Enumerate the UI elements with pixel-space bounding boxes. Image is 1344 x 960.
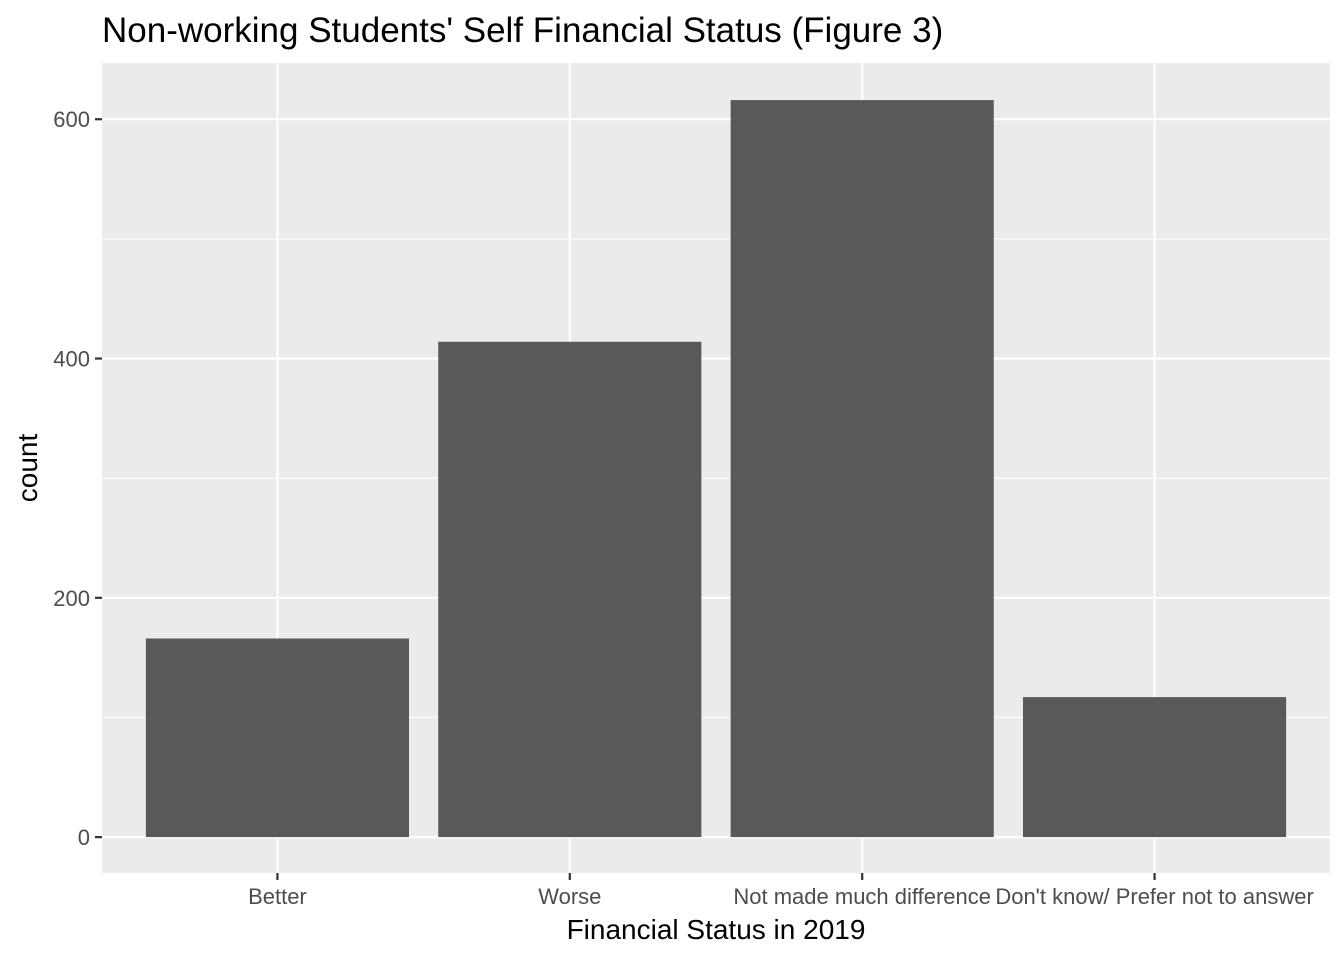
y-tick-label: 0 — [78, 825, 90, 850]
x-tick-label: Don't know/ Prefer not to answer — [995, 884, 1313, 909]
y-tick-label: 600 — [53, 107, 90, 132]
bar-4 — [1023, 697, 1287, 838]
bar-2 — [438, 341, 702, 838]
x-tick-label: Not made much difference — [733, 884, 991, 909]
bar-3 — [730, 100, 994, 838]
y-axis-title: count — [12, 434, 43, 503]
bars — [145, 100, 1287, 838]
x-axis-title: Financial Status in 2019 — [567, 914, 866, 945]
bar-1 — [145, 638, 409, 838]
y-tick-label: 200 — [53, 586, 90, 611]
chart-title: Non-working Students' Self Financial Sta… — [102, 11, 943, 50]
x-tick-label: Worse — [538, 884, 601, 909]
axes: 0 200 400 600 Better Worse Not made much diffe… — [53, 107, 1314, 909]
y-tick-label: 400 — [53, 347, 90, 372]
x-tick-label: Better — [248, 884, 307, 909]
